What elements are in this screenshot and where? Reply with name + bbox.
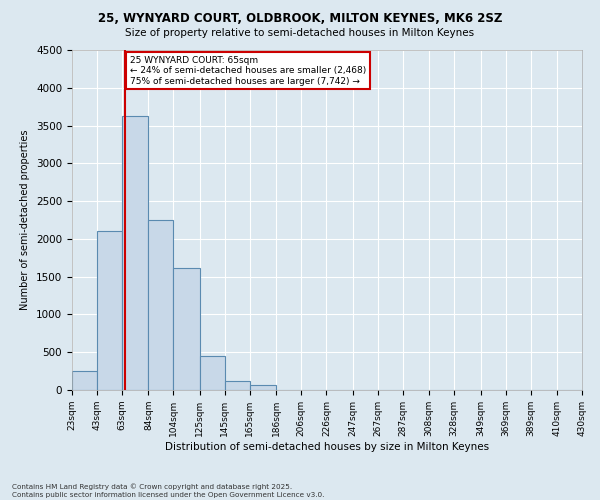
Text: Size of property relative to semi-detached houses in Milton Keynes: Size of property relative to semi-detach…: [125, 28, 475, 38]
Y-axis label: Number of semi-detached properties: Number of semi-detached properties: [20, 130, 31, 310]
Bar: [72, 371, 97, 390]
Text: Contains HM Land Registry data © Crown copyright and database right 2025.
Contai: Contains HM Land Registry data © Crown c…: [12, 484, 325, 498]
Bar: [200, 356, 225, 390]
Text: 25, WYNYARD COURT, OLDBROOK, MILTON KEYNES, MK6 2SZ: 25, WYNYARD COURT, OLDBROOK, MILTON KEYN…: [98, 12, 502, 26]
X-axis label: Distribution of semi-detached houses by size in Milton Keynes: Distribution of semi-detached houses by …: [165, 442, 489, 452]
Text: 25 WYNYARD COURT: 65sqm
← 24% of semi-detached houses are smaller (2,468)
75% of: 25 WYNYARD COURT: 65sqm ← 24% of semi-de…: [130, 56, 366, 86]
Bar: [225, 381, 250, 390]
Bar: [148, 220, 173, 390]
Bar: [97, 232, 122, 390]
Bar: [250, 386, 276, 390]
Bar: [122, 116, 148, 390]
Bar: [173, 268, 200, 390]
